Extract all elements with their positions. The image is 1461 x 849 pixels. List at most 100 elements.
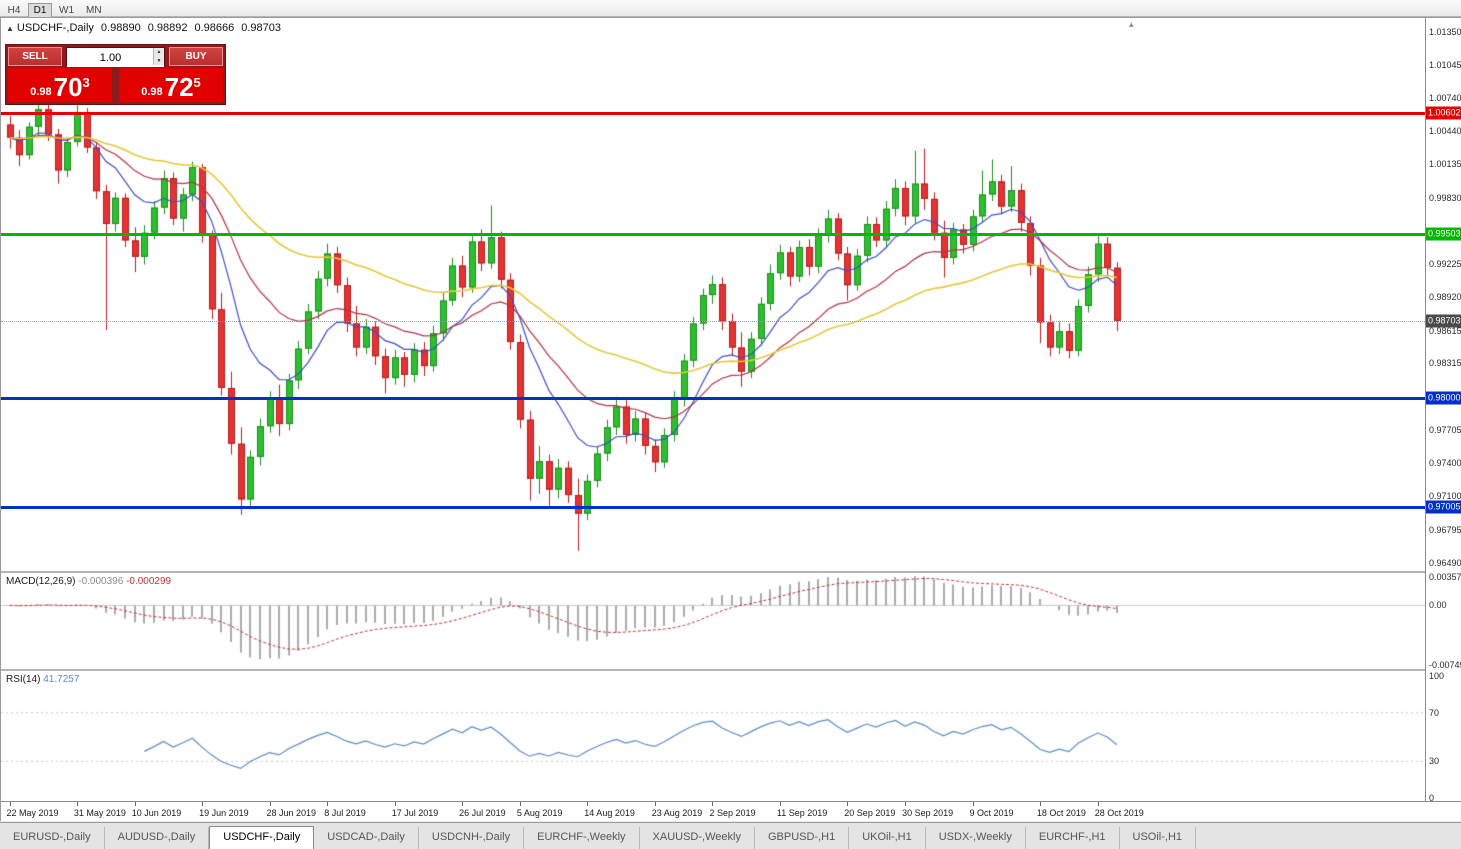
macd-chart-canvas[interactable] <box>1 573 1425 669</box>
chart-tab-usdchf-daily[interactable]: USDCHF-,Daily <box>209 826 315 849</box>
time-axis-tick <box>973 802 974 806</box>
volume-up-button[interactable]: ▲ <box>153 48 164 57</box>
volume-input[interactable] <box>67 49 164 67</box>
time-axis-label: 31 May 2019 <box>73 808 126 818</box>
time-axis-tick <box>202 802 203 806</box>
rsi-axis-label: 70 <box>1429 707 1440 718</box>
chart-tab-audusd-daily[interactable]: AUDUSD-,Daily <box>105 827 210 849</box>
time-axis-label: 20 Sep 2019 <box>844 808 896 818</box>
candlestick-chart-canvas[interactable] <box>1 18 1425 571</box>
price-axis-border <box>1425 18 1426 801</box>
time-axis-label: 5 Aug 2019 <box>516 808 563 818</box>
collapse-chart-icon[interactable]: ▲ <box>6 24 14 33</box>
time-axis-label: 23 Aug 2019 <box>651 808 703 818</box>
price-axis-label: 0.97100 <box>1429 491 1461 502</box>
timeframe-button-d1[interactable]: D1 <box>28 3 52 18</box>
buy-quote[interactable]: 0.98 72 5 <box>119 68 223 102</box>
macd-axis-label: 0.00 <box>1429 600 1447 611</box>
ohlc-close: 0.98703 <box>241 22 281 34</box>
time-axis-tick <box>327 802 328 806</box>
chart-tab-gbpusd-h1[interactable]: GBPUSD-,H1 <box>755 827 850 849</box>
price-axis-label: 1.00740 <box>1429 93 1461 104</box>
time-axis-label: 9 Oct 2019 <box>969 808 1014 818</box>
macd-signal-value: -0.000299 <box>126 576 172 587</box>
price-axis-label: 0.96490 <box>1429 557 1461 568</box>
time-axis-tick <box>395 802 396 806</box>
price-axis-label: 0.99225 <box>1429 258 1461 269</box>
price-axis-label: 1.00440 <box>1429 126 1461 137</box>
rsi-label: RSI(14) 41.7257 <box>6 674 80 685</box>
rsi-axis-label: 100 <box>1429 671 1445 681</box>
chart-tab-usoil-h1[interactable]: USOil-,H1 <box>1120 827 1197 849</box>
time-axis-tick <box>135 802 136 806</box>
time-axis-label: 30 Sep 2019 <box>902 808 954 818</box>
time-axis-tick <box>1040 802 1041 806</box>
chart-header: ▲ USDCHF-,Daily 0.98890 0.98892 0.98666 0.987… <box>6 22 281 34</box>
time-axis-label: 17 Jul 2019 <box>391 808 439 818</box>
sell-quote[interactable]: 0.98 70 3 <box>8 68 112 102</box>
price-axis-label: 0.99830 <box>1429 192 1461 203</box>
time-axis-tick <box>587 802 588 806</box>
sell-point: 3 <box>82 75 90 90</box>
buy-point: 5 <box>193 75 201 90</box>
price-axis[interactable]: 1.00602 0.99503 0.98000 0.97005 0.98703 1.013… <box>1426 18 1461 803</box>
chart-tab-usdx-weekly[interactable]: USDX-,Weekly <box>926 827 1026 849</box>
ohlc-high: 0.98892 <box>147 22 188 34</box>
timeframe-button-h4[interactable]: H4 <box>7 5 21 16</box>
volume-down-button[interactable]: ▼ <box>153 56 164 65</box>
timeframe-button-group: H4 D1 W1 MN <box>0 0 107 18</box>
price-chart-panel: ▲ USDCHF-,Daily 0.98890 0.98892 0.98666 0.987… <box>1 18 1425 571</box>
price-axis-label: 0.98315 <box>1429 358 1461 369</box>
timeframe-button-mn[interactable]: MN <box>86 5 102 16</box>
timeframe-button-w1[interactable]: W1 <box>59 5 74 16</box>
level-line-1.00602[interactable] <box>1 112 1425 116</box>
rsi-axis-label: 0 <box>1429 793 1435 803</box>
time-axis-tick <box>77 802 78 806</box>
current-price-tag: 0.98703 <box>1426 314 1461 328</box>
level-line-0.97005[interactable] <box>1 505 1425 509</box>
time-axis-tick <box>10 802 11 806</box>
price-axis-label: 0.97400 <box>1429 458 1461 469</box>
level-price-tag-0.99503: 0.99503 <box>1426 227 1461 241</box>
rsi-value: 41.7257 <box>43 674 80 685</box>
time-axis-tick <box>712 802 713 806</box>
chart-tab-eurusd-daily[interactable]: EURUSD-,Daily <box>0 827 105 849</box>
buy-button[interactable]: BUY <box>169 47 223 66</box>
time-axis-tick <box>655 802 656 806</box>
chart-window: ▲ USDCHF-,Daily 0.98890 0.98892 0.98666 0.987… <box>0 17 1461 821</box>
sell-big-figure: 0.98 <box>30 86 52 98</box>
volume-spinner: ▲ ▼ <box>153 48 164 65</box>
chart-symbol-title: USDCHF-,Daily <box>16 22 94 34</box>
timeframe-toolbar: H4 D1 W1 MN <box>0 0 1461 18</box>
sell-button[interactable]: SELL <box>8 47 62 66</box>
macd-axis-label: -0.00749 <box>1429 660 1461 670</box>
time-axis-tick <box>847 802 848 806</box>
rsi-chart-canvas[interactable] <box>1 671 1425 801</box>
time-axis-tick <box>780 802 781 806</box>
time-axis-label: 11 Sep 2019 <box>776 808 828 818</box>
time-axis[interactable]: 22 May 2019 31 May 2019 10 Jun 2019 19 Jun … <box>1 801 1461 821</box>
chart-tab-bar: EURUSD-,Daily AUDUSD-,Daily USDCHF-,Daily U… <box>0 822 1461 849</box>
chart-tab-eurchf-weekly[interactable]: EURCHF-,Weekly <box>524 827 640 849</box>
level-line-0.98000[interactable] <box>1 396 1425 400</box>
ohlc-open: 0.98890 <box>100 22 141 34</box>
ohlc-low: 0.98666 <box>194 22 235 34</box>
time-axis-label: 8 Jul 2019 <box>324 808 366 818</box>
price-axis-label: 1.01350 <box>1429 26 1461 37</box>
time-axis-label: 19 Jun 2019 <box>199 808 249 818</box>
chart-tab-usdcad-daily[interactable]: USDCAD-,Daily <box>314 827 419 849</box>
level-price-tag-1.00602: 1.00602 <box>1426 106 1461 120</box>
trade-buttons-row: SELL ▲ ▼ BUY <box>8 47 223 67</box>
chart-tab-ukoil-h1[interactable]: UKOil-,H1 <box>849 827 926 849</box>
macd-main-value: -0.000396 <box>78 576 124 587</box>
chart-tab-usdcnh-daily[interactable]: USDCNH-,Daily <box>419 827 525 849</box>
chart-tab-eurchf-h1[interactable]: EURCHF-,H1 <box>1026 827 1120 849</box>
current-price-line <box>1 320 1425 322</box>
price-axis-label: 0.97705 <box>1429 425 1461 436</box>
level-line-0.99503[interactable] <box>1 232 1425 236</box>
time-axis-tick <box>520 802 521 806</box>
price-axis-label: 1.00135 <box>1429 159 1461 170</box>
chart-tab-xauusd-weekly[interactable]: XAUUSD-,Weekly <box>640 827 755 849</box>
time-axis-label: 26 Jul 2019 <box>459 808 506 818</box>
time-axis-label: 18 Oct 2019 <box>1036 808 1086 818</box>
